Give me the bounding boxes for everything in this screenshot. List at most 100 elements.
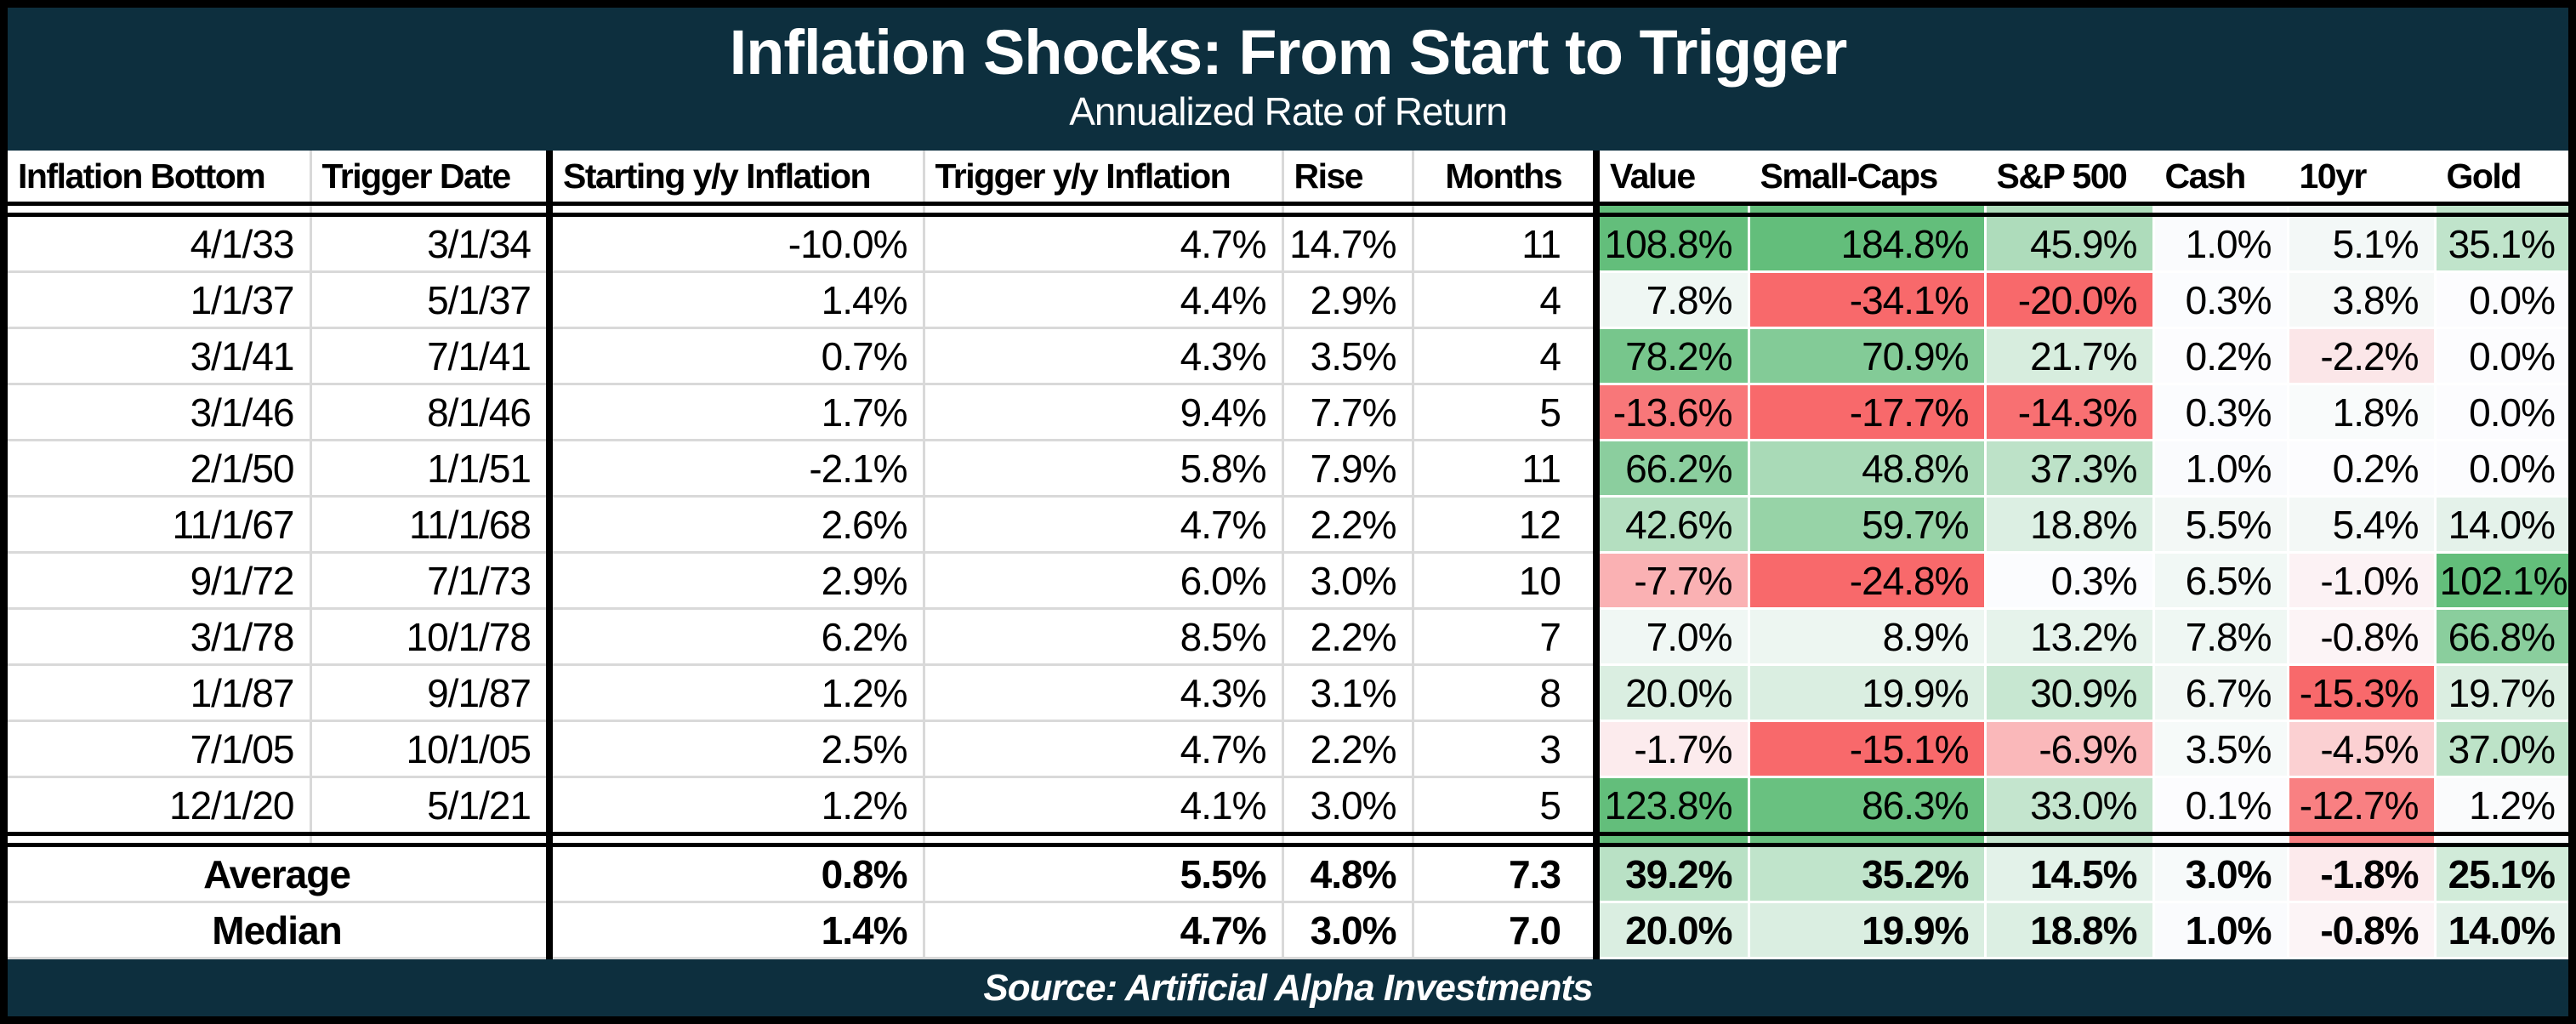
cell-value: 7.0% bbox=[1593, 608, 1749, 666]
subtitle: Annualized Rate of Return bbox=[1069, 89, 1508, 134]
source-text: Source: Artificial Alpha Investments bbox=[983, 966, 1593, 1009]
cell-cash: 7.8% bbox=[2152, 608, 2288, 666]
cell-inflation-bottom: 7/1/05 bbox=[8, 720, 310, 778]
cell-small-caps: 19.9% bbox=[1747, 664, 1985, 722]
separator-cell bbox=[546, 202, 924, 217]
summary-label: Median bbox=[8, 902, 549, 959]
cell-small-caps: 48.8% bbox=[1747, 440, 1985, 498]
cell-10yr: -1.8% bbox=[2286, 845, 2435, 903]
cell-gold: 14.0% bbox=[2433, 496, 2568, 554]
cell-cash: 1.0% bbox=[2152, 902, 2288, 959]
col-header-small-caps: Small-Caps bbox=[1747, 151, 1985, 204]
separator-cell bbox=[2286, 832, 2435, 847]
cell-s-p-500: 33.0% bbox=[1983, 777, 2153, 835]
cell-small-caps: 8.9% bbox=[1747, 608, 1985, 666]
cell-gold: 102.1% bbox=[2433, 552, 2568, 610]
cell-rise: 7.7% bbox=[1281, 384, 1413, 441]
summary-label: Average bbox=[8, 845, 549, 903]
separator-cell bbox=[1411, 202, 1596, 217]
header-row: Inflation Bottom Trigger Date Starting y/y… bbox=[8, 151, 2568, 204]
cell-gold: 0.0% bbox=[2433, 327, 2568, 385]
cell-inflation-bottom: 1/1/37 bbox=[8, 271, 310, 329]
cell-months: 3 bbox=[1411, 720, 1596, 778]
table-row: 9/1/72 7/1/73 2.9% 6.0% 3.0% 10 -7.7% -24.8% 0.3… bbox=[8, 552, 2568, 610]
separator-cell bbox=[1411, 832, 1596, 847]
cell-trigger-date: 7/1/41 bbox=[309, 327, 549, 385]
table-row: 12/1/20 5/1/21 1.2% 4.1% 3.0% 5 123.8% 86.3% 33.… bbox=[8, 777, 2568, 835]
cell-value: 78.2% bbox=[1593, 327, 1749, 385]
cell-months: 11 bbox=[1411, 214, 1596, 273]
cell-s-p-500: 37.3% bbox=[1983, 440, 2153, 498]
cell-value: 7.8% bbox=[1593, 271, 1749, 329]
cell-cash: 0.1% bbox=[2152, 777, 2288, 835]
separator-cell bbox=[922, 832, 1282, 847]
cell-gold: 0.0% bbox=[2433, 271, 2568, 329]
cell-value: 39.2% bbox=[1593, 845, 1749, 903]
cell-gold: 66.8% bbox=[2433, 608, 2568, 666]
cell-small-caps: 35.2% bbox=[1747, 845, 1985, 903]
cell-gold: 35.1% bbox=[2433, 214, 2568, 273]
cell-rise: 3.0% bbox=[1281, 777, 1413, 835]
header-separator bbox=[8, 202, 2568, 217]
separator-cell bbox=[1983, 202, 2153, 217]
cell-trigger-inflation: 4.4% bbox=[922, 271, 1282, 329]
cell-value: -7.7% bbox=[1593, 552, 1749, 610]
title-band: Inflation Shocks: From Start to Trigger … bbox=[8, 8, 2568, 151]
table-row: 1/1/87 9/1/87 1.2% 4.3% 3.1% 8 20.0% 19.9% 30.9%… bbox=[8, 664, 2568, 722]
cell-trigger-date: 8/1/46 bbox=[309, 384, 549, 441]
cell-starting-inflation: 0.8% bbox=[546, 845, 924, 903]
separator-cell bbox=[1747, 202, 1985, 217]
source-band: Source: Artificial Alpha Investments bbox=[8, 959, 2568, 1016]
table-row: 4/1/33 3/1/34 -10.0% 4.7% 14.7% 11 108.8% 184.8… bbox=[8, 214, 2568, 273]
cell-value: 123.8% bbox=[1593, 777, 1749, 835]
cell-s-p-500: 13.2% bbox=[1983, 608, 2153, 666]
cell-rise: 3.0% bbox=[1281, 552, 1413, 610]
cell-trigger-inflation: 4.7% bbox=[922, 496, 1282, 554]
cell-gold: 25.1% bbox=[2433, 845, 2568, 903]
separator-cell bbox=[8, 832, 310, 847]
cell-10yr: 5.4% bbox=[2286, 496, 2435, 554]
cell-small-caps: 70.9% bbox=[1747, 327, 1985, 385]
cell-trigger-inflation: 4.1% bbox=[922, 777, 1282, 835]
cell-inflation-bottom: 11/1/67 bbox=[8, 496, 310, 554]
cell-10yr: -2.2% bbox=[2286, 327, 2435, 385]
cell-s-p-500: -14.3% bbox=[1983, 384, 2153, 441]
col-header-cash: Cash bbox=[2152, 151, 2288, 204]
cell-trigger-date: 9/1/87 bbox=[309, 664, 549, 722]
cell-inflation-bottom: 1/1/87 bbox=[8, 664, 310, 722]
cell-trigger-inflation: 4.7% bbox=[922, 214, 1282, 273]
cell-small-caps: -15.1% bbox=[1747, 720, 1985, 778]
cell-trigger-date: 10/1/78 bbox=[309, 608, 549, 666]
cell-months: 12 bbox=[1411, 496, 1596, 554]
separator-cell bbox=[2152, 832, 2288, 847]
cell-cash: 5.5% bbox=[2152, 496, 2288, 554]
cell-inflation-bottom: 3/1/46 bbox=[8, 384, 310, 441]
cell-inflation-bottom: 4/1/33 bbox=[8, 214, 310, 273]
cell-value: 108.8% bbox=[1593, 214, 1749, 273]
cell-inflation-bottom: 2/1/50 bbox=[8, 440, 310, 498]
returns-table: Inflation Bottom Trigger Date Starting y/y… bbox=[8, 151, 2568, 959]
separator-cell bbox=[2433, 202, 2568, 217]
cell-rise: 2.2% bbox=[1281, 720, 1413, 778]
cell-trigger-date: 1/1/51 bbox=[309, 440, 549, 498]
separator-cell bbox=[8, 202, 310, 217]
cell-value: 42.6% bbox=[1593, 496, 1749, 554]
cell-rise: 3.1% bbox=[1281, 664, 1413, 722]
cell-10yr: -0.8% bbox=[2286, 608, 2435, 666]
col-header-months: Months bbox=[1411, 151, 1596, 204]
cell-months: 11 bbox=[1411, 440, 1596, 498]
table-row: 3/1/41 7/1/41 0.7% 4.3% 3.5% 4 78.2% 70.9% 21.7%… bbox=[8, 327, 2568, 385]
cell-months: 5 bbox=[1411, 777, 1596, 835]
cell-s-p-500: 18.8% bbox=[1983, 902, 2153, 959]
col-header-inflation-bottom: Inflation Bottom bbox=[8, 151, 310, 204]
cell-trigger-date: 7/1/73 bbox=[309, 552, 549, 610]
cell-inflation-bottom: 3/1/41 bbox=[8, 327, 310, 385]
cell-rise: 2.9% bbox=[1281, 271, 1413, 329]
cell-rise: 3.5% bbox=[1281, 327, 1413, 385]
cell-trigger-inflation: 9.4% bbox=[922, 384, 1282, 441]
cell-10yr: -12.7% bbox=[2286, 777, 2435, 835]
cell-trigger-date: 11/1/68 bbox=[309, 496, 549, 554]
cell-trigger-inflation: 4.3% bbox=[922, 327, 1282, 385]
table-row: 1/1/37 5/1/37 1.4% 4.4% 2.9% 4 7.8% -34.1% -20.0… bbox=[8, 271, 2568, 329]
